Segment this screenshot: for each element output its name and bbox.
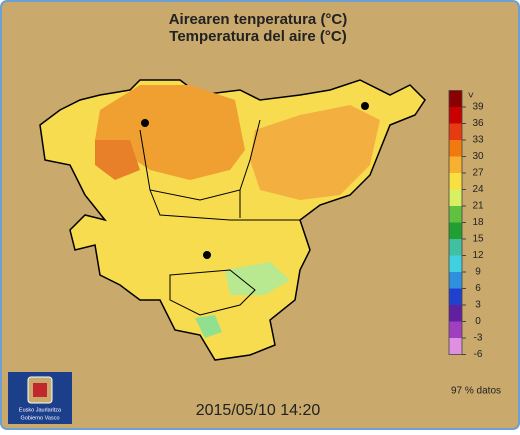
legend-tick-label: 9 bbox=[475, 267, 481, 278]
legend-tick-label: -6 bbox=[474, 349, 483, 360]
logo-text: Gobierno Vasco bbox=[20, 415, 59, 421]
legend-swatch bbox=[449, 156, 462, 173]
legend-tick-label: 21 bbox=[472, 201, 484, 212]
legend-tick-label: -3 bbox=[474, 333, 483, 344]
subtitle: Temperatura del aire (°C) bbox=[169, 28, 346, 45]
logo: Eusko Jaurlaritza Gobierno Vasco bbox=[8, 372, 72, 424]
legend-swatch bbox=[449, 288, 462, 305]
legend-tick-label: 36 bbox=[472, 118, 484, 129]
coverage: 97 % datos bbox=[451, 386, 501, 397]
legend-tick-label: 24 bbox=[472, 184, 484, 195]
city bbox=[141, 119, 149, 127]
hot-zone bbox=[95, 140, 140, 180]
legend-swatch bbox=[449, 189, 462, 206]
city bbox=[203, 251, 211, 259]
timestamp: 2015/05/10 14:20 bbox=[196, 402, 321, 419]
legend-tick-label: 39 bbox=[472, 102, 484, 113]
legend-swatch bbox=[449, 338, 462, 355]
legend-swatch bbox=[449, 140, 462, 157]
legend-tick-label: 27 bbox=[472, 168, 484, 179]
legend-top-label: > bbox=[464, 92, 475, 98]
city bbox=[361, 102, 369, 110]
legend-tick-label: 0 bbox=[475, 316, 481, 327]
legend-swatch bbox=[449, 107, 462, 124]
legend-tick-label: 12 bbox=[472, 250, 484, 261]
logo-emblem-inner bbox=[33, 383, 47, 397]
border-line bbox=[139, 119, 261, 201]
logo-text: Eusko Jaurlaritza bbox=[19, 407, 62, 413]
legend-tick-label: 15 bbox=[472, 234, 484, 245]
border-line bbox=[149, 189, 300, 221]
legend-swatch bbox=[449, 123, 462, 140]
legend-swatch bbox=[449, 239, 462, 256]
legend-swatch bbox=[449, 90, 462, 107]
legend-swatch bbox=[449, 305, 462, 322]
border-line bbox=[169, 269, 256, 316]
legend-swatch bbox=[449, 173, 462, 190]
legend-tick-label: 33 bbox=[472, 135, 484, 146]
legend-tick-label: 6 bbox=[475, 283, 481, 294]
cool-zone bbox=[225, 262, 290, 295]
legend-swatch bbox=[449, 321, 462, 338]
cool-zone bbox=[195, 315, 222, 338]
legend-swatch bbox=[449, 255, 462, 272]
warm-zone bbox=[250, 105, 380, 200]
legend-tick-label: 3 bbox=[475, 300, 481, 311]
legend-swatch bbox=[449, 206, 462, 223]
map bbox=[39, 79, 426, 361]
legend-tick-label: 30 bbox=[472, 151, 484, 162]
legend-swatch bbox=[449, 272, 462, 289]
legend-tick-label: 18 bbox=[472, 217, 484, 228]
title: Airearen tenperatura (°C) bbox=[169, 11, 348, 28]
legend-swatch bbox=[449, 222, 462, 239]
